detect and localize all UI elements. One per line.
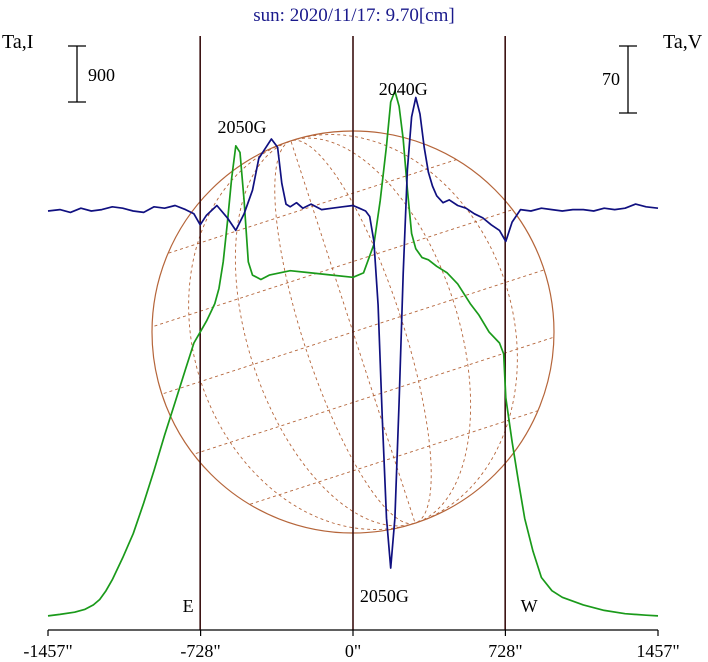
- x-tick-label-1: -728": [180, 641, 220, 661]
- annotations: 2050G 2040G 2050G: [218, 79, 428, 606]
- series-line-I: [47, 90, 659, 617]
- right-scale-bar: [619, 45, 637, 114]
- series-layer: [47, 90, 659, 617]
- annotation-label-0: 2050G: [218, 117, 267, 137]
- limb-label-E: E: [183, 596, 194, 616]
- series-line-V: [47, 96, 659, 569]
- x-tick-label-2: 0": [345, 641, 361, 661]
- x-tick-label-3: 728": [488, 641, 522, 661]
- x-tick-label-4: 1457": [636, 641, 679, 661]
- right-scale-label: 70: [602, 69, 620, 89]
- y-right-label: Ta,V: [663, 31, 703, 53]
- x-tick-label-0: -1457": [23, 641, 72, 661]
- annotation-label-2: 2050G: [360, 586, 409, 606]
- left-scale-label: 900: [88, 65, 115, 85]
- y-left-label: Ta,I: [2, 31, 33, 53]
- x-axis: -1457" -728" 0" 728" 1457": [23, 630, 680, 661]
- annotation-label-1: 2040G: [379, 79, 428, 99]
- chart-title: sun: 2020/11/17: 9.70[cm]: [253, 5, 454, 26]
- left-scale-bar: [68, 45, 86, 103]
- limb-label-W: W: [521, 596, 538, 616]
